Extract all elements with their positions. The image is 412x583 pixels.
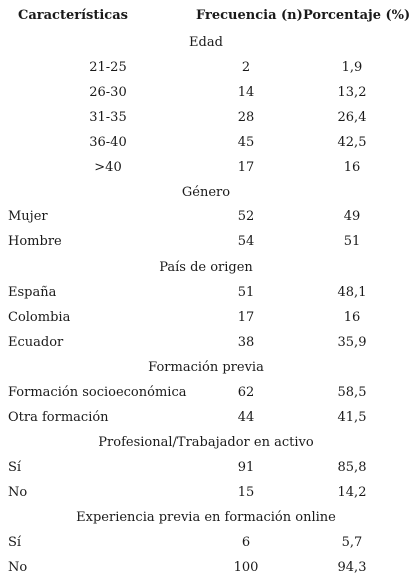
- row-label: 31-35: [89, 110, 127, 125]
- row-frequency: 6: [241, 535, 251, 550]
- table-row: 26-30 14 13,2: [0, 80, 412, 105]
- row-percentage: 16: [343, 160, 361, 175]
- row-percentage: 1,9: [341, 60, 363, 75]
- row-frequency: 91: [237, 460, 255, 475]
- row-percentage: 94,3: [337, 560, 367, 575]
- row-frequency: 52: [237, 209, 255, 224]
- row-label: Otra formación: [8, 410, 109, 425]
- row-percentage: 42,5: [337, 135, 367, 150]
- row-frequency: 62: [237, 385, 255, 400]
- row-frequency: 17: [237, 160, 255, 175]
- table-row: No 15 14,2: [0, 480, 412, 505]
- row-label: Sí: [8, 535, 22, 550]
- row-label: No: [8, 560, 28, 575]
- row-label: Sí: [8, 460, 22, 475]
- row-frequency: 17: [237, 310, 255, 325]
- table-row: Mujer 52 49: [0, 204, 412, 229]
- row-percentage: 58,5: [337, 385, 367, 400]
- table-row: Hombre 54 51: [0, 229, 412, 254]
- header-percentage: Porcentaje (%): [303, 8, 411, 23]
- row-label: >40: [94, 160, 122, 175]
- row-label: 21-25: [89, 60, 127, 75]
- row-label: Mujer: [8, 209, 48, 224]
- table-row: Sí 6 5,7: [0, 530, 412, 555]
- row-label: España: [8, 285, 57, 300]
- section-title-prior-training: Formación previa: [148, 360, 264, 375]
- section-title-online-experience: Experiencia previa en formación online: [76, 510, 336, 525]
- row-percentage: 16: [343, 310, 361, 325]
- row-frequency: 14: [237, 85, 255, 100]
- row-percentage: 5,7: [341, 535, 363, 550]
- row-frequency: 45: [237, 135, 255, 150]
- row-label: Formación socioeconómica: [8, 385, 187, 400]
- row-label: No: [8, 485, 28, 500]
- row-frequency: 15: [237, 485, 255, 500]
- row-frequency: 38: [237, 335, 255, 350]
- table-row: >40 17 16: [0, 155, 412, 180]
- table-row: 36-40 45 42,5: [0, 130, 412, 155]
- section-title-employment: Profesional/Trabajador en activo: [98, 435, 314, 450]
- row-label: Ecuador: [8, 335, 64, 350]
- row-percentage: 35,9: [337, 335, 367, 350]
- row-percentage: 48,1: [337, 285, 367, 300]
- row-percentage: 41,5: [337, 410, 367, 425]
- table-row: Formación socioeconómica 62 58,5: [0, 380, 412, 405]
- header-frequency: Frecuencia (n): [196, 8, 303, 23]
- row-frequency: 28: [237, 110, 255, 125]
- table-row: No 100 94,3: [0, 555, 412, 580]
- row-frequency: 44: [237, 410, 255, 425]
- row-frequency: 51: [237, 285, 255, 300]
- table-row: España 51 48,1: [0, 280, 412, 305]
- row-percentage: 14,2: [337, 485, 367, 500]
- row-percentage: 51: [343, 234, 361, 249]
- row-label: Colombia: [8, 310, 71, 325]
- table-row: Otra formación 44 41,5: [0, 405, 412, 430]
- row-percentage: 13,2: [337, 85, 367, 100]
- table-row: 31-35 28 26,4: [0, 105, 412, 130]
- row-frequency: 100: [233, 560, 259, 575]
- row-frequency: 2: [241, 60, 251, 75]
- row-label: 26-30: [89, 85, 127, 100]
- row-percentage: 49: [343, 209, 361, 224]
- row-label: 36-40: [89, 135, 127, 150]
- table-row: 21-25 2 1,9: [0, 55, 412, 80]
- row-frequency: 54: [237, 234, 255, 249]
- table-row: Ecuador 38 35,9: [0, 330, 412, 355]
- row-percentage: 85,8: [337, 460, 367, 475]
- header-characteristics: Características: [18, 8, 128, 23]
- section-title-gender: Género: [181, 185, 231, 200]
- section-title-country: País de origen: [159, 260, 253, 275]
- row-percentage: 26,4: [337, 110, 367, 125]
- row-label: Hombre: [8, 234, 62, 249]
- table-row: Colombia 17 16: [0, 305, 412, 330]
- section-title-age: Edad: [189, 35, 223, 50]
- table-row: Sí 91 85,8: [0, 455, 412, 480]
